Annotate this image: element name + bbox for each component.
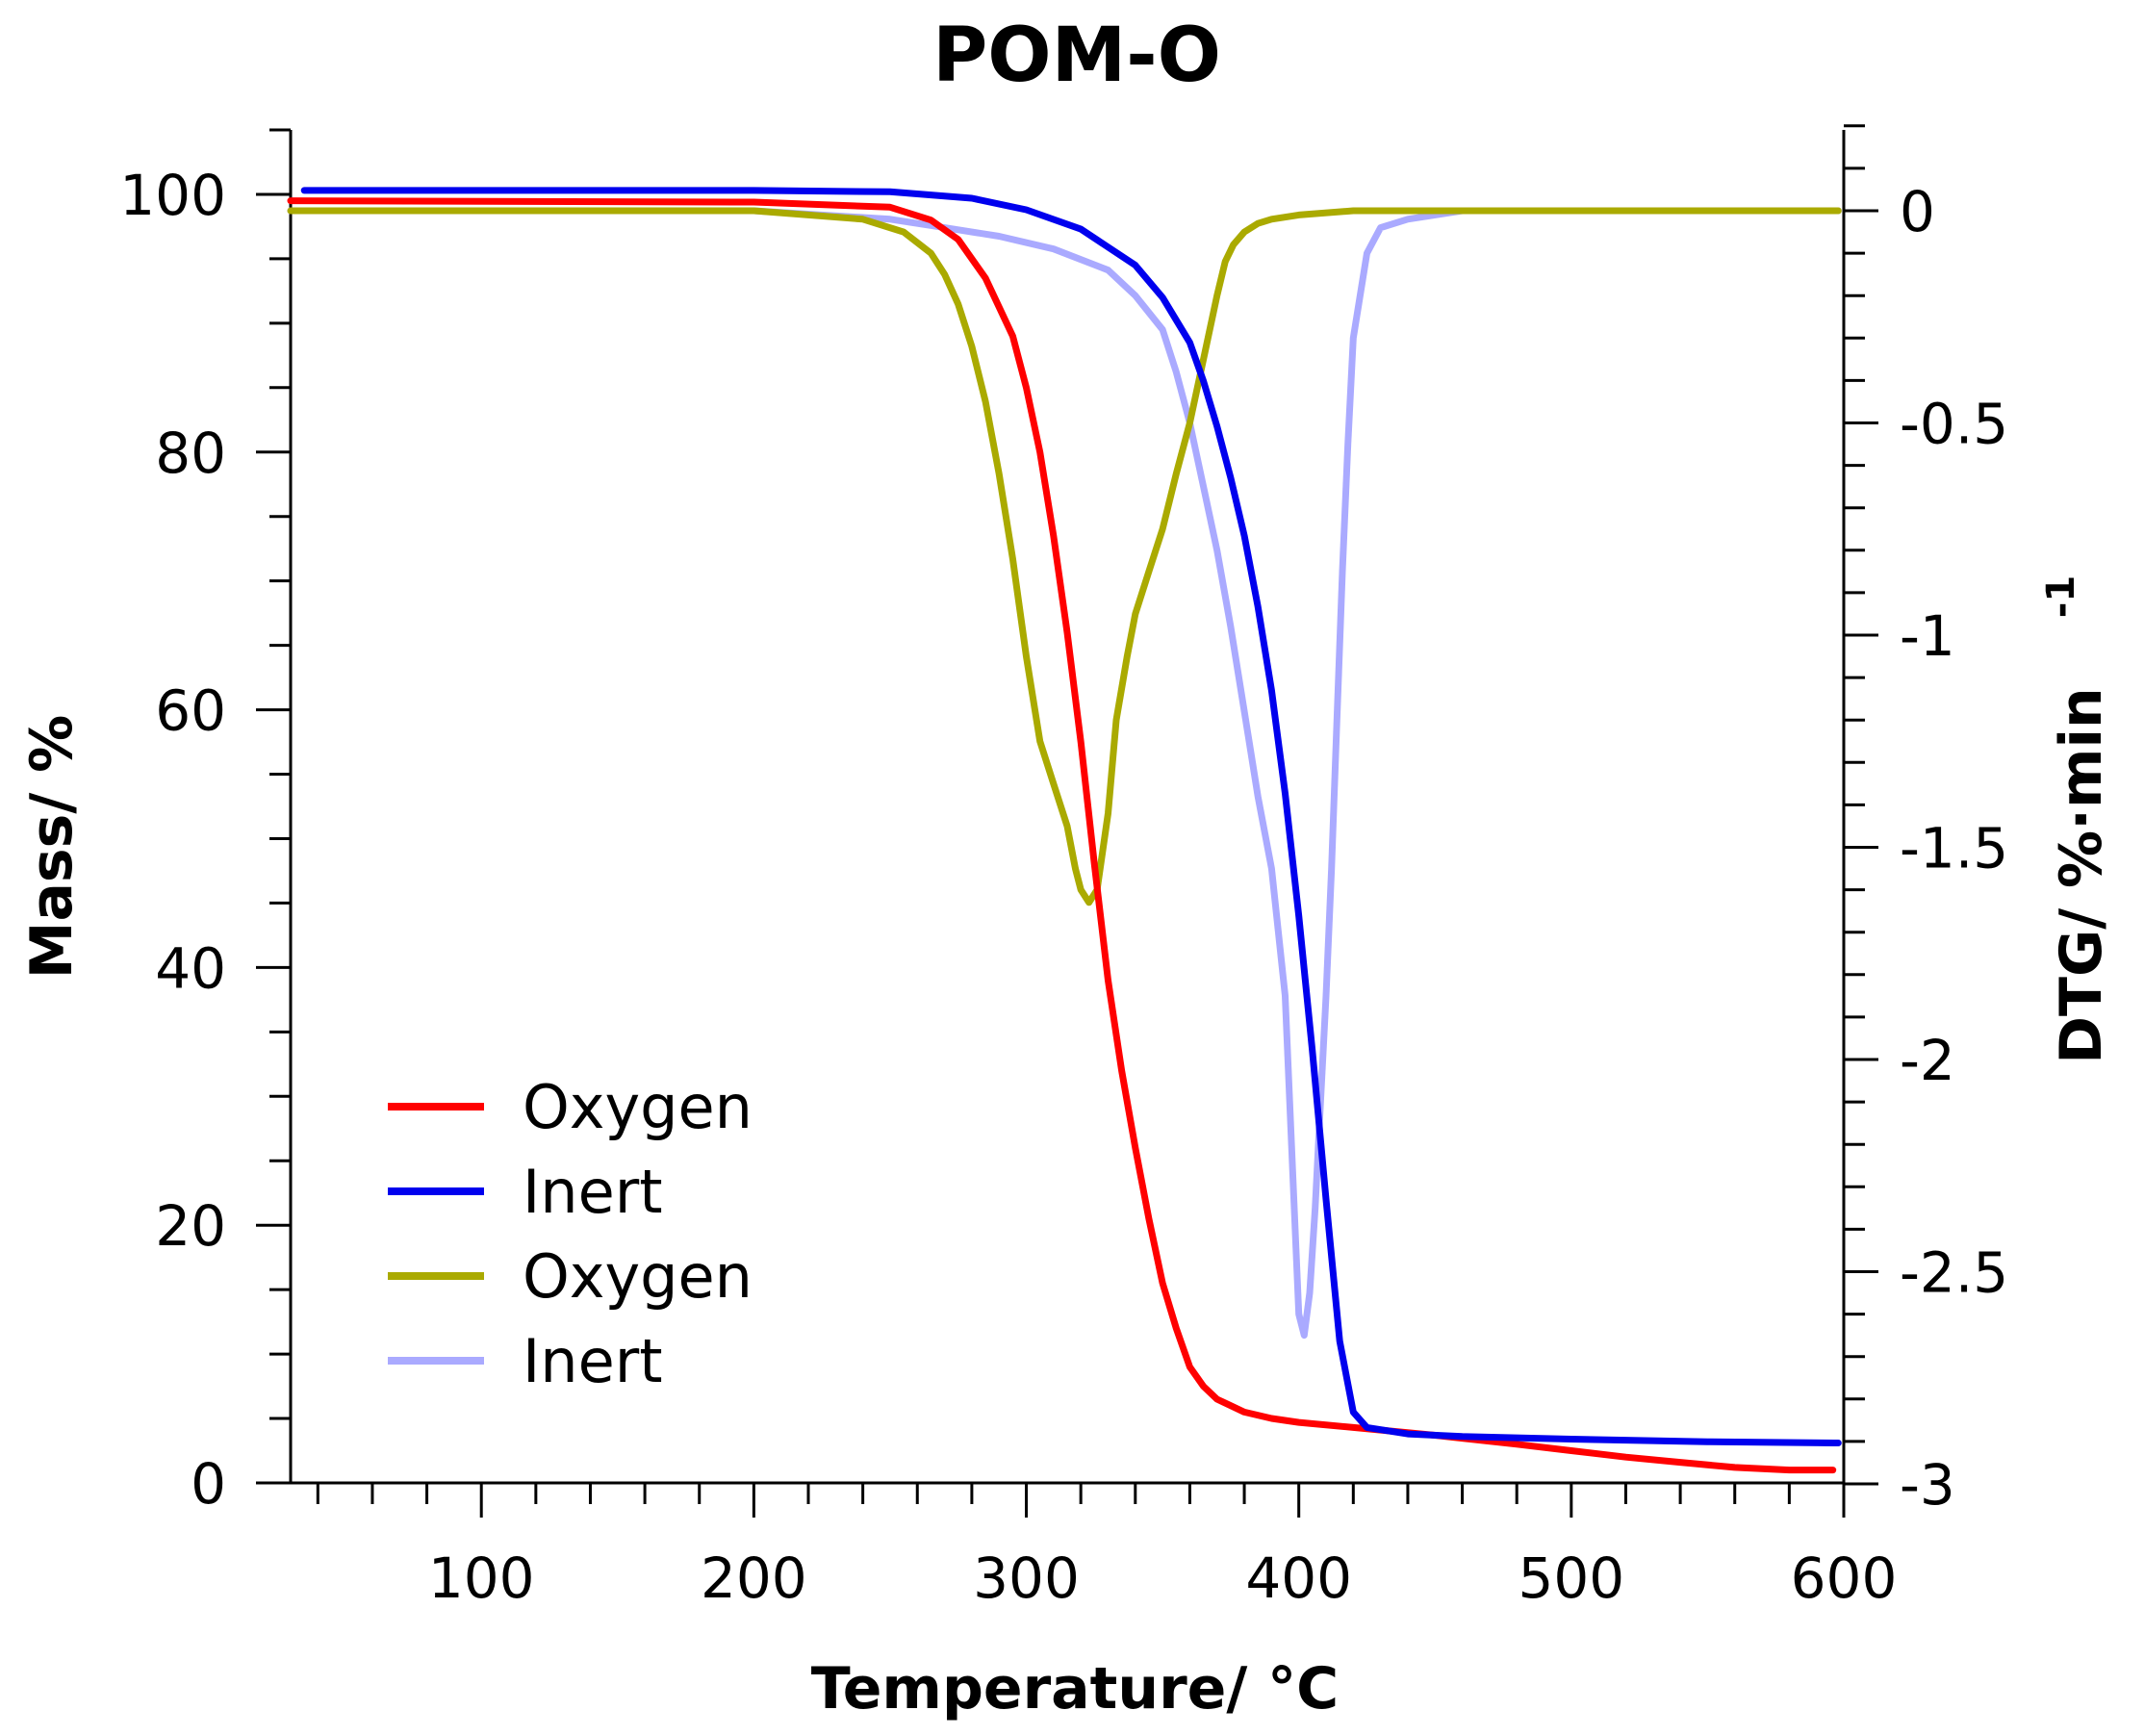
axes-group bbox=[256, 124, 1878, 1518]
y-left-tick-label: 20 bbox=[155, 1193, 226, 1259]
series-line-mass-oxygen bbox=[287, 197, 1837, 1474]
y-right-tick-label: -3 bbox=[1900, 1452, 1955, 1518]
chart-title: POM-O bbox=[932, 13, 1221, 99]
tick-labels-group: 100 200 300 400 500 600 0 20 40 60 80 100 0 -0.5 -1 -1.… bbox=[119, 163, 2008, 1611]
x-tick-label: 500 bbox=[1518, 1545, 1624, 1611]
x-tick-label: 400 bbox=[1245, 1545, 1352, 1611]
y-left-tick-label: 60 bbox=[155, 678, 226, 744]
y-axis-right-label-sup: -1 bbox=[2039, 575, 2083, 618]
y-right-tick-label: -1.5 bbox=[1900, 816, 2008, 881]
y-axis-right-label: DTG/ %·min -1 bbox=[2039, 575, 2115, 1064]
y-left-tick-label: 100 bbox=[119, 163, 226, 228]
y-right-tick-label: -0.5 bbox=[1900, 392, 2008, 457]
series-line-dtg-oxygen bbox=[287, 207, 1842, 906]
y-left-tick-label: 0 bbox=[191, 1451, 226, 1517]
y-right-tick-label: -1 bbox=[1900, 603, 1955, 669]
series-group bbox=[287, 187, 1842, 1474]
series-line-mass-inert bbox=[300, 187, 1842, 1446]
y-axis-left-label: Mass/ % bbox=[18, 715, 86, 980]
y-right-tick-label: -2.5 bbox=[1900, 1240, 2008, 1306]
legend-label: Inert bbox=[523, 1326, 663, 1396]
y-right-tick-label: -2 bbox=[1900, 1028, 1955, 1093]
y-axis-right-label-base: DTG/ %·min bbox=[2048, 687, 2115, 1064]
y-left-tick-label: 40 bbox=[155, 935, 226, 1001]
y-right-tick-label: 0 bbox=[1900, 179, 1935, 244]
y-left-tick-label: 80 bbox=[155, 421, 226, 486]
legend-label: Oxygen bbox=[523, 1241, 753, 1312]
legend-label: Oxygen bbox=[523, 1072, 753, 1142]
legend: Oxygen Inert Oxygen Inert bbox=[388, 1072, 753, 1396]
x-tick-label: 300 bbox=[973, 1545, 1080, 1611]
x-tick-label: 600 bbox=[1791, 1545, 1898, 1611]
x-tick-label: 100 bbox=[428, 1545, 535, 1611]
series-line-dtg-inert bbox=[287, 207, 1842, 1340]
legend-label: Inert bbox=[523, 1157, 663, 1227]
x-axis-label: Temperature/ °C bbox=[811, 1655, 1339, 1723]
x-tick-label: 200 bbox=[701, 1545, 807, 1611]
